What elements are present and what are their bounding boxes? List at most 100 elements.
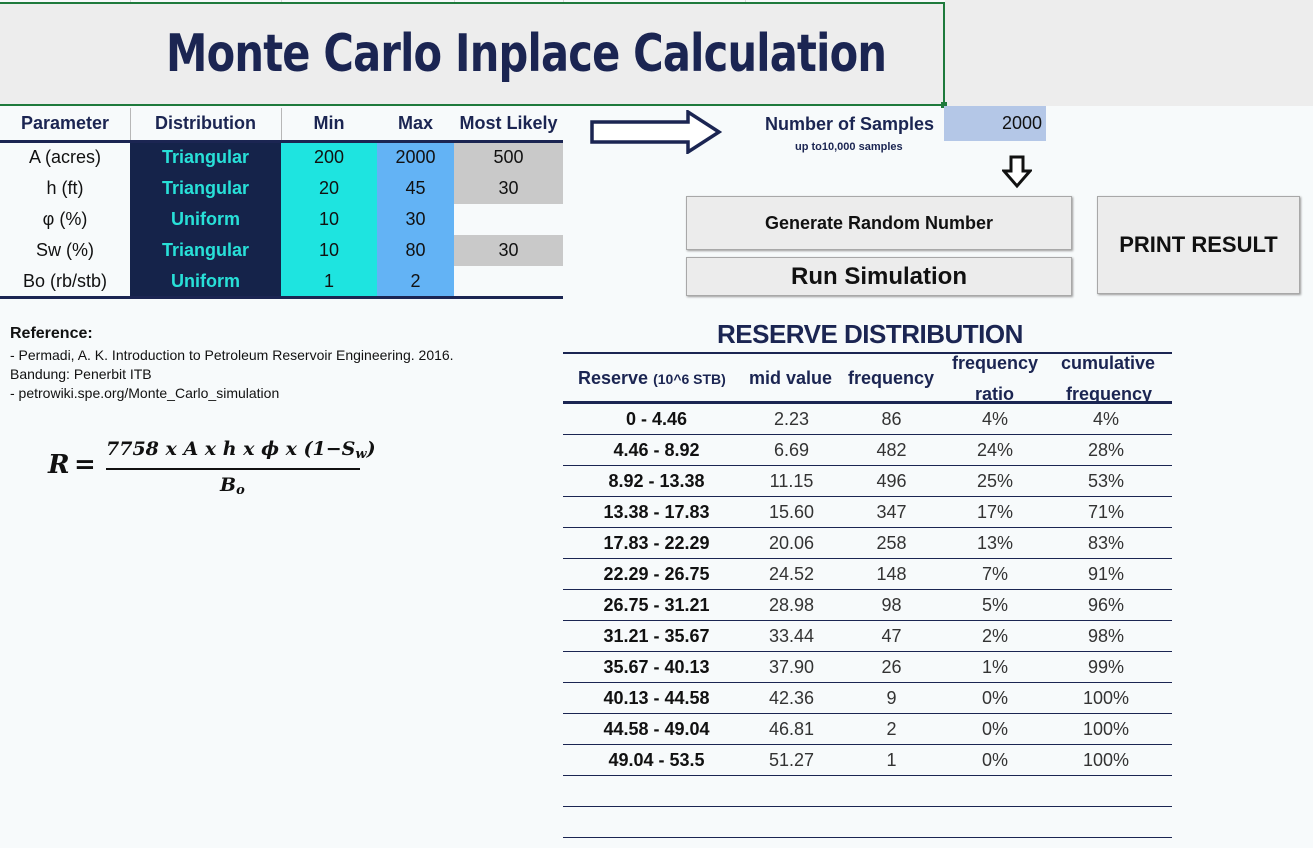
frequency-ratio-cell[interactable]: 0% xyxy=(981,749,1008,770)
frequency-ratio-cell[interactable]: 1% xyxy=(981,656,1008,677)
frequency-ratio-cell[interactable]: 7% xyxy=(981,563,1008,584)
reserve-range-cell[interactable]: 17.83 - 22.29 xyxy=(603,532,710,553)
frequency-cell[interactable]: 26 xyxy=(881,656,902,677)
cumulative-frequency-cell[interactable]: 100% xyxy=(1082,718,1130,739)
run-simulation-button[interactable]: Run Simulation xyxy=(686,257,1072,296)
frequency-cell[interactable]: 1 xyxy=(886,749,897,770)
mid-value-cell[interactable]: 11.15 xyxy=(769,470,814,491)
frequency-ratio-cell[interactable]: 17% xyxy=(976,501,1014,522)
cumulative-frequency-cell[interactable]: 83% xyxy=(1087,532,1125,553)
mid-value-cell[interactable]: 28.98 xyxy=(768,594,815,615)
reserve-range-cell[interactable]: 31.21 - 35.67 xyxy=(603,625,710,646)
cumulative-frequency-cell[interactable]: 53% xyxy=(1087,470,1125,491)
mid-value-cell[interactable]: 51.27 xyxy=(768,749,815,770)
reserve-range-cell[interactable]: 0 - 4.46 xyxy=(625,408,688,429)
frequency-ratio-cell[interactable]: 4% xyxy=(981,408,1008,429)
mid-value-cell[interactable]: 20.06 xyxy=(768,532,815,553)
frequency-cell[interactable]: 47 xyxy=(881,625,902,646)
param-distribution[interactable]: Uniform xyxy=(130,204,281,235)
cumulative-frequency-cell[interactable]: 71% xyxy=(1087,501,1125,522)
cumulative-frequency-cell[interactable]: 98% xyxy=(1087,625,1125,646)
print-result-button[interactable]: PRINT RESULT xyxy=(1097,196,1300,294)
param-most-likely[interactable]: 30 xyxy=(454,173,563,204)
param-min[interactable]: 20 xyxy=(281,173,377,204)
param-min[interactable]: 1 xyxy=(281,266,377,297)
frequency-cell[interactable] xyxy=(833,776,950,806)
mid-value-cell[interactable]: 6.69 xyxy=(773,439,810,460)
frequency-cell[interactable]: 148 xyxy=(876,563,907,584)
cumulative-frequency-cell[interactable]: 96% xyxy=(1087,594,1125,615)
reserve-range-cell[interactable]: 4.46 - 8.92 xyxy=(613,439,700,460)
frequency-cell[interactable]: 347 xyxy=(876,501,907,522)
mid-value-cell[interactable] xyxy=(750,807,833,837)
cumulative-frequency-cell[interactable]: 28% xyxy=(1087,439,1125,460)
param-max[interactable]: 2000 xyxy=(377,142,454,173)
reference-line: - petrowiki.spe.org/Monte_Carlo_simulati… xyxy=(10,385,280,401)
frequency-ratio-cell[interactable]: 0% xyxy=(981,687,1008,708)
arrow-right-icon xyxy=(590,110,722,154)
param-most-likely[interactable] xyxy=(454,204,563,235)
samples-label: Number of Samples xyxy=(765,114,935,134)
frequency-ratio-cell[interactable]: 24% xyxy=(976,439,1014,460)
param-distribution[interactable]: Uniform xyxy=(130,266,281,297)
param-max[interactable]: 2 xyxy=(377,266,454,297)
frequency-cell[interactable]: 9 xyxy=(886,687,897,708)
reserve-range-cell[interactable]: 40.13 - 44.58 xyxy=(603,687,710,708)
mid-value-cell[interactable]: 42.36 xyxy=(768,687,815,708)
frequency-ratio-cell[interactable]: 25% xyxy=(976,470,1014,491)
reserve-range-cell[interactable]: 35.67 - 40.13 xyxy=(603,656,710,677)
mid-value-cell[interactable]: 15.60 xyxy=(768,501,815,522)
reserve-range-cell[interactable]: 8.92 - 13.38 xyxy=(608,470,705,491)
frequency-ratio-cell[interactable]: 5% xyxy=(981,594,1008,615)
mid-value-cell[interactable]: 37.90 xyxy=(768,656,815,677)
cumulative-frequency-cell[interactable]: 4% xyxy=(1092,408,1119,429)
param-max[interactable]: 30 xyxy=(377,204,454,235)
frequency-cell[interactable]: 496 xyxy=(876,470,907,491)
frequency-ratio-cell[interactable]: 2% xyxy=(981,625,1008,646)
param-min[interactable]: 10 xyxy=(281,204,377,235)
frequency-ratio-cell[interactable] xyxy=(950,776,1040,806)
reserve-range-cell[interactable]: 13.38 - 17.83 xyxy=(603,501,710,522)
mid-value-cell[interactable]: 46.81 xyxy=(768,718,815,739)
frequency-cell[interactable]: 482 xyxy=(876,439,907,460)
table-row: 0 - 4.46 2.23 86 4% 4% xyxy=(563,404,1172,435)
frequency-cell[interactable]: 98 xyxy=(881,594,902,615)
reserve-range-cell[interactable]: 44.58 - 49.04 xyxy=(603,718,710,739)
frequency-ratio-cell[interactable]: 0% xyxy=(981,718,1008,739)
frequency-ratio-cell[interactable] xyxy=(950,807,1040,837)
cumulative-frequency-cell[interactable]: 91% xyxy=(1087,563,1125,584)
frequency-cell[interactable]: 86 xyxy=(881,408,902,429)
frequency-cell[interactable]: 2 xyxy=(886,718,897,739)
cumulative-frequency-cell[interactable]: 100% xyxy=(1082,749,1130,770)
param-distribution[interactable]: Triangular xyxy=(130,173,281,204)
samples-input[interactable]: 2000 xyxy=(944,106,1046,141)
param-max[interactable]: 80 xyxy=(377,235,454,266)
param-min[interactable]: 200 xyxy=(281,142,377,173)
param-most-likely[interactable]: 30 xyxy=(454,235,563,266)
param-most-likely[interactable]: 500 xyxy=(454,142,563,173)
reserve-range-cell[interactable]: 22.29 - 26.75 xyxy=(603,563,710,584)
mid-value-cell[interactable]: 24.52 xyxy=(768,563,815,584)
param-distribution[interactable]: Triangular xyxy=(130,142,281,173)
numerator-subscript: w xyxy=(355,447,367,462)
mid-value-cell[interactable]: 33.44 xyxy=(768,625,815,646)
reserve-range-cell[interactable]: 49.04 - 53.5 xyxy=(608,749,705,770)
mid-value-cell[interactable]: 2.23 xyxy=(773,408,810,429)
param-distribution[interactable]: Triangular xyxy=(130,235,281,266)
mid-value-cell[interactable] xyxy=(750,776,833,806)
param-most-likely[interactable] xyxy=(454,266,563,297)
cumulative-frequency-cell[interactable]: 100% xyxy=(1082,687,1130,708)
reserve-range-cell[interactable] xyxy=(563,776,750,806)
cell-selection-handle[interactable] xyxy=(941,102,947,108)
frequency-ratio-cell[interactable]: 13% xyxy=(976,532,1014,553)
frequency-cell[interactable]: 258 xyxy=(876,532,907,553)
cumulative-frequency-cell[interactable]: 99% xyxy=(1087,656,1125,677)
param-max[interactable]: 45 xyxy=(377,173,454,204)
param-min[interactable]: 10 xyxy=(281,235,377,266)
cumulative-frequency-cell[interactable] xyxy=(1040,807,1172,837)
reserve-range-cell[interactable] xyxy=(563,807,750,837)
frequency-cell[interactable] xyxy=(833,807,950,837)
cumulative-frequency-cell[interactable] xyxy=(1040,776,1172,806)
reserve-range-cell[interactable]: 26.75 - 31.21 xyxy=(603,594,710,615)
generate-random-number-button[interactable]: Generate Random Number xyxy=(686,196,1072,250)
